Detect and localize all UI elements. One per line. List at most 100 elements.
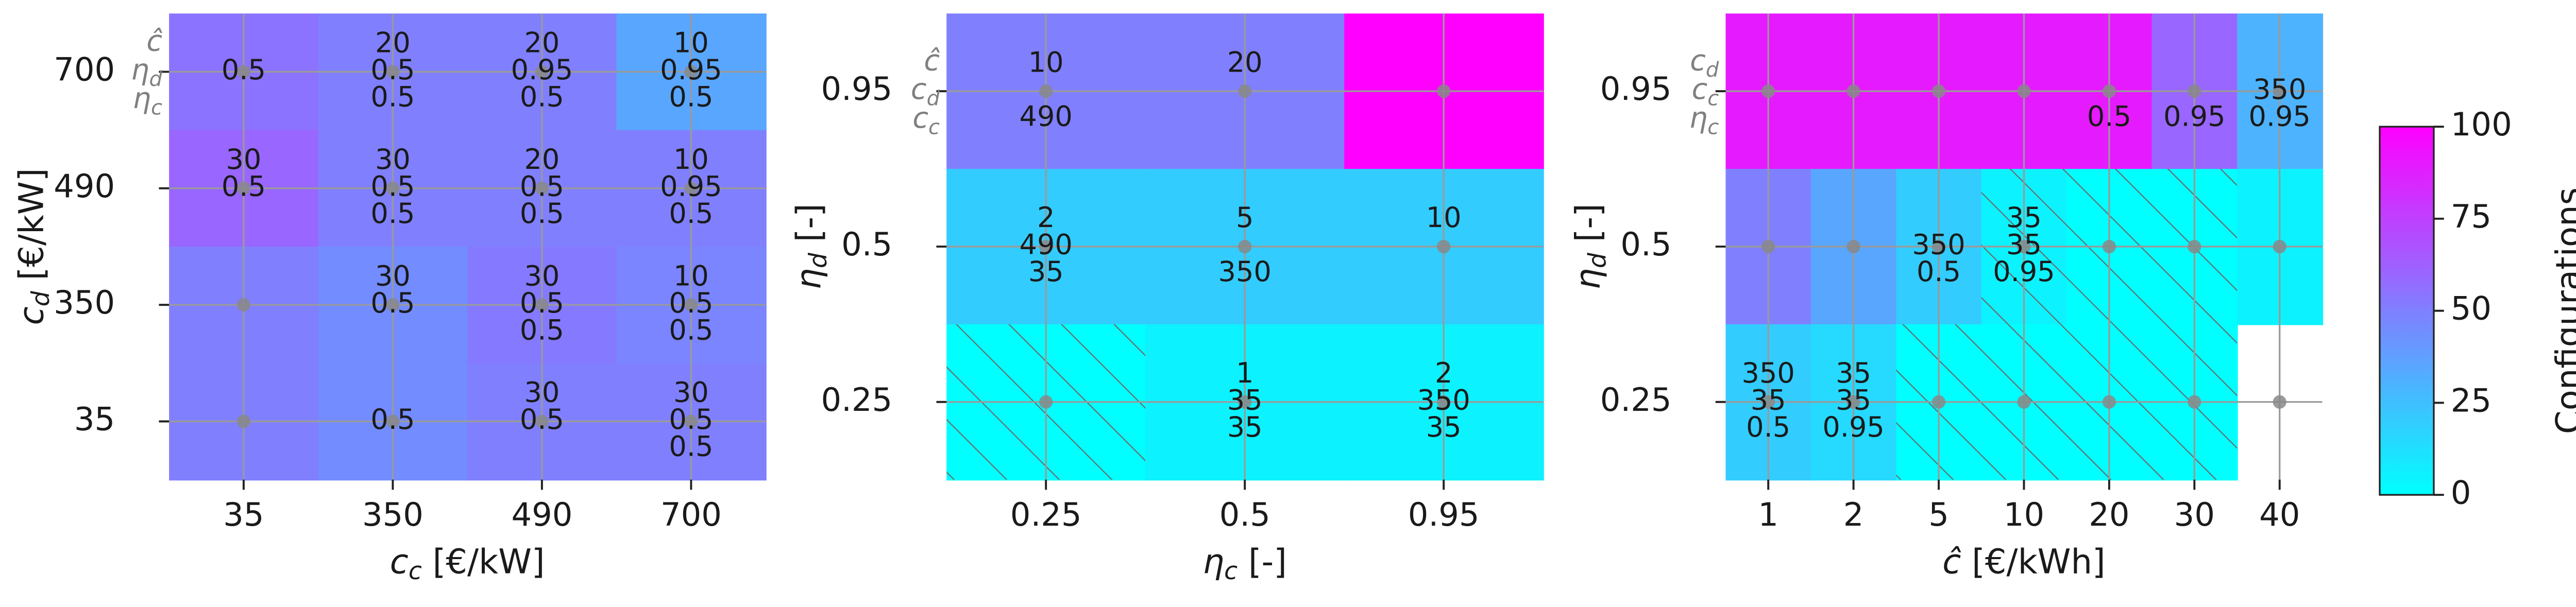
y-tick-label: 0.5 (841, 226, 892, 263)
x-tick-label: 30 (2174, 496, 2215, 533)
x-tick-label: 490 (511, 496, 572, 533)
annotation-key-symbol: c (1690, 44, 1706, 78)
annotation-key-sub: d (149, 67, 163, 91)
grid-dot (1931, 239, 1946, 254)
x-tick-label: 10 (2004, 496, 2044, 533)
y-tick-label: 700 (54, 50, 115, 88)
annotation-key-symbol: η (131, 54, 149, 87)
y-tick-label: 0.25 (1600, 381, 1672, 419)
annotation-key-sub: c (1707, 87, 1719, 111)
cell-annotation: 2 (1037, 201, 1055, 234)
cell-annotation: 0.95 (2249, 100, 2311, 132)
cell-annotation: 35 (2006, 229, 2042, 261)
x-tick-label: 5 (1928, 496, 1949, 533)
grid-dot (386, 298, 400, 312)
grid-dot (386, 65, 400, 79)
x-axis-label-rest: [€/kWh] (1961, 543, 2105, 582)
cell-annotation: 35 (1426, 411, 1462, 443)
cell-annotation: 20 (375, 27, 411, 59)
cell-annotation: 30 (524, 376, 560, 409)
cell-annotation: 0.5 (1917, 255, 1961, 288)
grid-dot (2188, 395, 2201, 409)
cell-annotation: 0.95 (2163, 100, 2225, 132)
y-axis-label: ηd [-] (1569, 203, 1612, 289)
y-axis-label-symbol: η (1569, 268, 1608, 290)
grid-dot (2273, 84, 2286, 98)
cell-annotation: 35 (2006, 201, 2042, 234)
y-axis-label-rest: [-] (1569, 203, 1608, 253)
x-axis-label-rest: [€/kW] (422, 543, 545, 582)
cell-annotation: 350 (1912, 229, 1965, 261)
cell-annotation: 35 (1751, 384, 1786, 416)
cell-annotation: 0.5 (520, 403, 564, 436)
cell-annotation: 0.95 (660, 170, 722, 202)
x-axis-label-symbol: η (1203, 543, 1225, 582)
cell-annotation: 0.95 (660, 54, 722, 86)
grid-dot (535, 181, 549, 195)
grid-dot (1931, 395, 1946, 409)
cell-annotation: 0.5 (370, 403, 415, 436)
cell-annotation: 0.5 (520, 81, 564, 113)
cell-annotation: 490 (1020, 229, 1073, 261)
cell-annotation: 0.5 (520, 170, 564, 202)
cell-annotation: 0.5 (520, 314, 564, 346)
grid-dot (2188, 239, 2201, 254)
y-axis-label-sub: d (27, 290, 55, 306)
annotation-key-symbol: c (912, 101, 928, 135)
y-axis-label-sub: d (804, 252, 833, 268)
annotation-key: cd (911, 73, 940, 110)
annotation-key-symbol: c (1692, 73, 1708, 106)
cell-annotation: 0.5 (669, 287, 713, 319)
y-tick-label: 35 (74, 401, 115, 438)
colorbar-tick-label: 50 (2451, 290, 2492, 327)
x-tick-label: 2 (1843, 496, 1864, 533)
colorbar-tick-label: 100 (2451, 106, 2512, 143)
y-axis-label-rest: [€/kW] (12, 168, 52, 291)
colorbar-label: Configurations (2549, 187, 2576, 434)
annotation-key-sub: c (1707, 115, 1719, 139)
cell-annotation: 30 (524, 259, 560, 292)
cell-annotation: 35 (1836, 384, 1871, 416)
grid-dot (535, 298, 549, 312)
x-axis-label-rest: [-] (1238, 543, 1287, 582)
annotation-key: ĉ (924, 44, 940, 78)
grid-dot (1039, 239, 1053, 254)
x-tick-label: 0.95 (1408, 496, 1480, 533)
x-axis-label: cc [€/kW] (390, 543, 545, 585)
cell-annotation: 35 (1227, 384, 1263, 416)
grid-dot (1437, 395, 1451, 409)
annotation-key-symbol: ĉ (924, 44, 940, 78)
cell-annotation: 20 (524, 143, 560, 176)
grid-dot (1846, 239, 1860, 254)
x-axis-label: ĉ [€/kWh] (1942, 543, 2105, 582)
annotation-key: ηc (133, 82, 162, 119)
grid-dot (1761, 84, 1775, 98)
grid-dot (1039, 84, 1053, 98)
cell-annotation: 0.5 (2087, 100, 2131, 132)
annotation-key-sub: c (151, 96, 162, 120)
cell-annotation: 0.5 (370, 81, 415, 113)
grid-dot (684, 298, 698, 312)
grid-dot (1238, 84, 1252, 98)
annotation-key-symbol: η (1689, 101, 1707, 135)
grid-dot (2273, 239, 2286, 254)
y-tick-label: 0.25 (821, 381, 892, 419)
cell-annotation: 0.5 (669, 314, 713, 346)
x-tick-label: 0.25 (1010, 496, 1082, 533)
grid-dot (236, 65, 251, 79)
annotation-key-symbol: ĉ (146, 25, 162, 58)
grid-dot (1238, 395, 1252, 409)
cell-annotation: 0.5 (370, 287, 415, 319)
cell-annotation: 35 (1836, 357, 1871, 389)
grid-dot (2102, 395, 2116, 409)
cell-annotation: 10 (1028, 46, 1064, 78)
annotation-key: cd (1690, 44, 1719, 82)
annotation-key-sub: d (927, 87, 940, 111)
grid-dot (684, 65, 698, 79)
x-tick-label: 20 (2089, 496, 2129, 533)
cell-annotation: 10 (673, 27, 709, 59)
y-axis-label: cd [€/kW] (12, 168, 55, 325)
cell-annotation: 490 (1020, 100, 1073, 132)
cell-annotation: 0.5 (222, 170, 266, 202)
